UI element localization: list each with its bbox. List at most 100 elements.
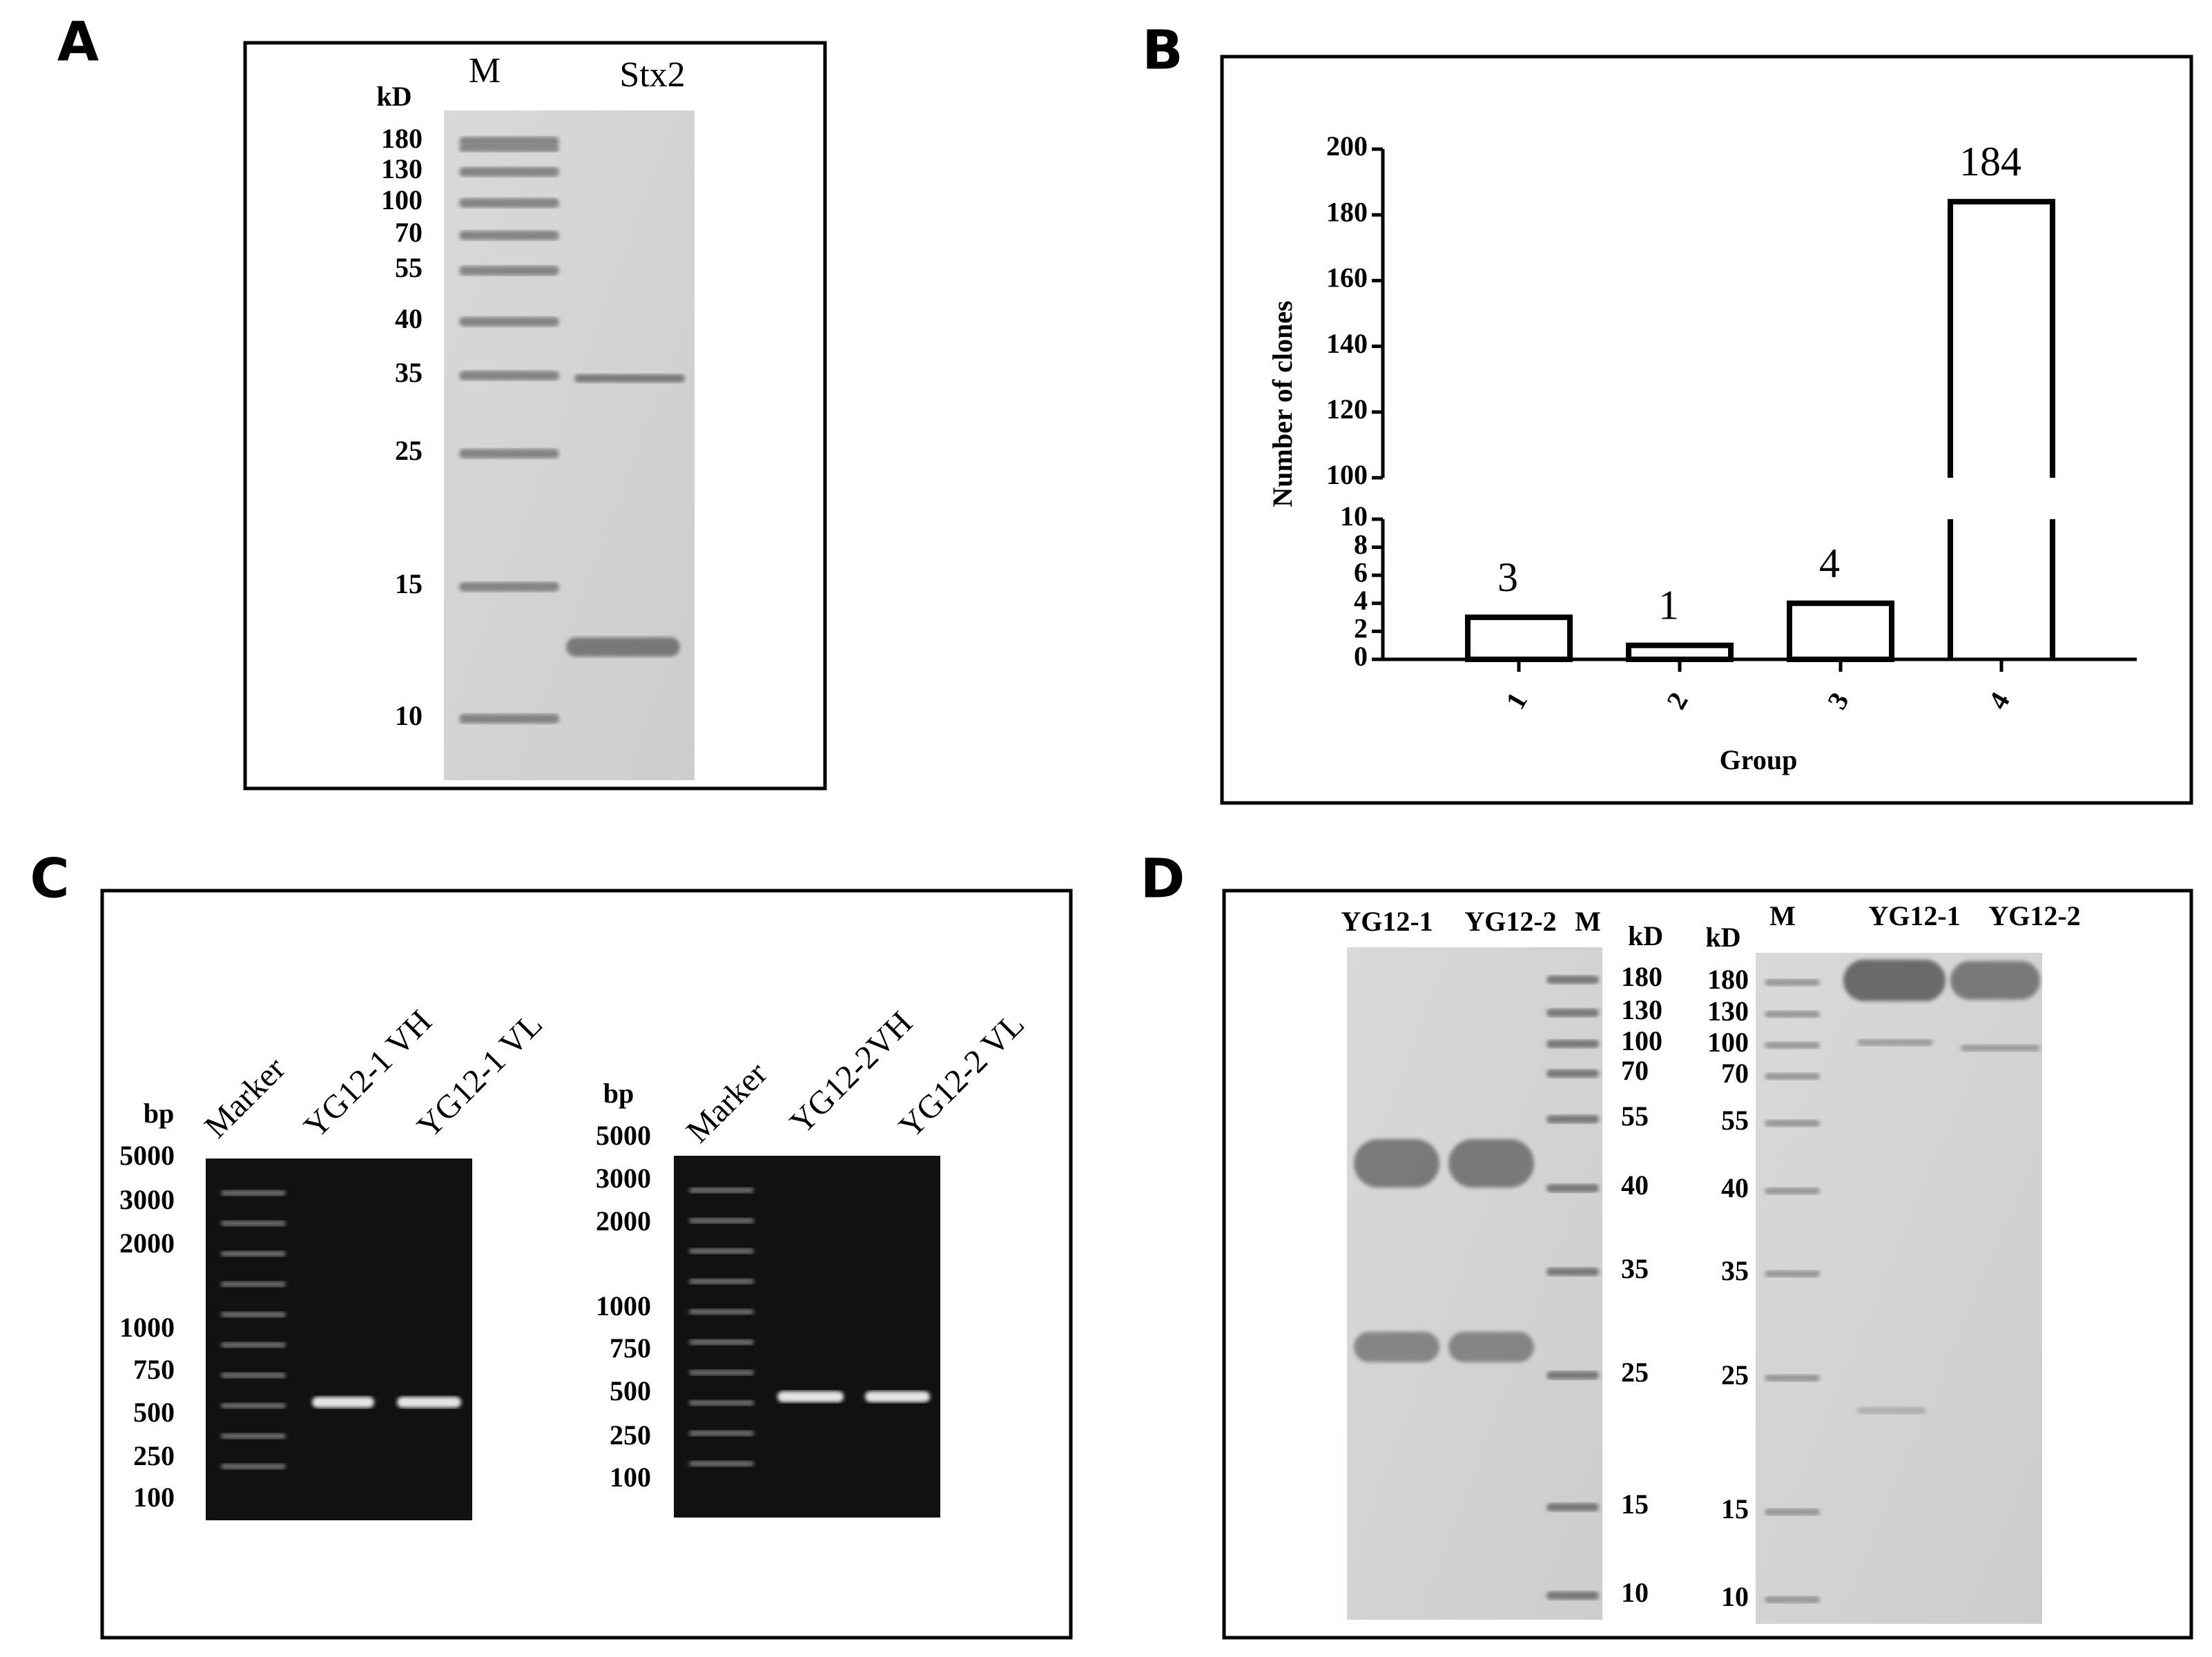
ladder-label: 130: [381, 153, 423, 184]
gel-band: [689, 1248, 754, 1254]
ladder-label: 55: [395, 252, 423, 283]
gel-band: [1546, 1069, 1599, 1078]
gel-band: [689, 1400, 754, 1406]
value-label: 3: [1497, 554, 1518, 600]
gel-band: [1448, 1332, 1534, 1362]
y-tick-label: 120: [1326, 394, 1368, 425]
gel-band: [459, 167, 559, 177]
gel-band: [1546, 1184, 1599, 1192]
y-tick-label: 140: [1326, 328, 1368, 359]
gel: [206, 1159, 472, 1520]
gel-band: [566, 637, 680, 657]
ladder-label: 180: [1707, 964, 1749, 995]
ladder-label: 180: [381, 123, 423, 154]
gel-band: [1857, 1039, 1933, 1046]
gel-band: [1765, 1596, 1820, 1603]
ladder-label: 40: [1621, 1170, 1649, 1201]
ladder-label: 100: [1707, 1027, 1749, 1058]
panel-b-frame: [1220, 55, 2193, 805]
ladder-label: 25: [395, 435, 423, 466]
value-label: 1: [1658, 582, 1679, 628]
gel-band: [777, 1391, 844, 1402]
ladder-label: 130: [1621, 994, 1662, 1025]
panel-c-frame: [100, 889, 1073, 1640]
ladder-label: 40: [395, 303, 423, 334]
gel-band: [312, 1397, 374, 1408]
ladder-label: 35: [1721, 1255, 1749, 1286]
lane-label: M: [1769, 900, 1796, 931]
gel-band: [689, 1461, 754, 1466]
value-label: 4: [1819, 541, 1840, 586]
gel-band: [459, 145, 559, 152]
y-tick-label: 160: [1326, 262, 1368, 293]
y-tick-label: 2: [1354, 613, 1368, 644]
ladder-label: 100: [610, 1462, 651, 1493]
ladder-label: 500: [610, 1375, 651, 1406]
lane-label: YG12-2: [1464, 906, 1556, 937]
y-tick-label: 0: [1354, 641, 1368, 672]
ladder-label: 750: [610, 1333, 651, 1364]
unit-label: kD: [376, 81, 411, 112]
ladder-label: 15: [395, 568, 423, 599]
ladder-label: 40: [1721, 1172, 1749, 1203]
ladder-label: 5000: [119, 1140, 175, 1171]
gel-band: [1765, 1188, 1820, 1194]
ladder-label: 35: [1621, 1253, 1649, 1284]
lane-label: M: [1575, 906, 1601, 937]
gel-band: [689, 1218, 754, 1223]
gel-band: [574, 374, 685, 382]
ladder-label: 250: [133, 1440, 175, 1471]
ladder-label: 100: [1621, 1025, 1662, 1056]
y-tick-label: 6: [1354, 556, 1368, 588]
ladder-label: 3000: [596, 1163, 651, 1194]
ladder-label: 15: [1621, 1489, 1649, 1520]
gel-band: [221, 1342, 286, 1348]
bar: [1626, 642, 1734, 662]
ladder-label: 2000: [596, 1205, 651, 1237]
gel-band: [689, 1188, 754, 1193]
ladder-label: 130: [1707, 996, 1749, 1027]
gel-band: [459, 371, 559, 380]
gel-band: [1546, 1009, 1599, 1017]
gel-band: [1765, 1509, 1820, 1515]
x-axis-label: Group: [1720, 744, 1798, 775]
y-tick-label: 100: [1326, 459, 1368, 490]
gel-band: [459, 714, 559, 724]
gel: [1347, 947, 1602, 1620]
bar: [1787, 600, 1894, 662]
ladder-label: 100: [133, 1482, 175, 1513]
gel-band: [459, 449, 559, 458]
gel-band: [459, 137, 559, 146]
y-tick-label: 8: [1354, 529, 1368, 560]
gel-band: [1857, 1407, 1926, 1414]
unit-label: bp: [144, 1098, 175, 1129]
y-tick-label: 10: [1340, 501, 1368, 532]
gel-band: [1950, 961, 2040, 1000]
y-tick-label: 200: [1326, 130, 1368, 162]
gel: [444, 110, 695, 780]
ladder-label: 500: [133, 1397, 175, 1428]
gel-band: [689, 1309, 754, 1315]
gel-band: [221, 1403, 286, 1408]
gel-band: [1546, 976, 1599, 984]
ladder-label: 70: [1621, 1055, 1649, 1086]
ladder-label: 55: [1721, 1105, 1749, 1136]
ladder-label: 70: [1721, 1058, 1749, 1089]
bar: [1465, 614, 1573, 662]
ladder-label: 15: [1721, 1493, 1749, 1524]
gel-band: [1765, 1270, 1820, 1277]
lane-label: YG12-1: [1341, 906, 1433, 937]
gel-band: [1765, 1120, 1820, 1127]
y-axis-label: Number of clones: [1267, 300, 1298, 507]
gel-band: [459, 198, 559, 208]
bar: [1948, 199, 2055, 659]
ladder-label: 10: [1621, 1577, 1649, 1608]
ladder-label: 3000: [119, 1184, 175, 1215]
ladder-label: 10: [1721, 1581, 1749, 1612]
gel-band: [459, 231, 559, 240]
gel-band: [1765, 1042, 1820, 1049]
gel-band: [689, 1370, 754, 1375]
value-label: 184: [1959, 139, 2021, 184]
ladder-label: 1000: [596, 1290, 651, 1321]
panel-d-frame: [1222, 889, 2193, 1640]
